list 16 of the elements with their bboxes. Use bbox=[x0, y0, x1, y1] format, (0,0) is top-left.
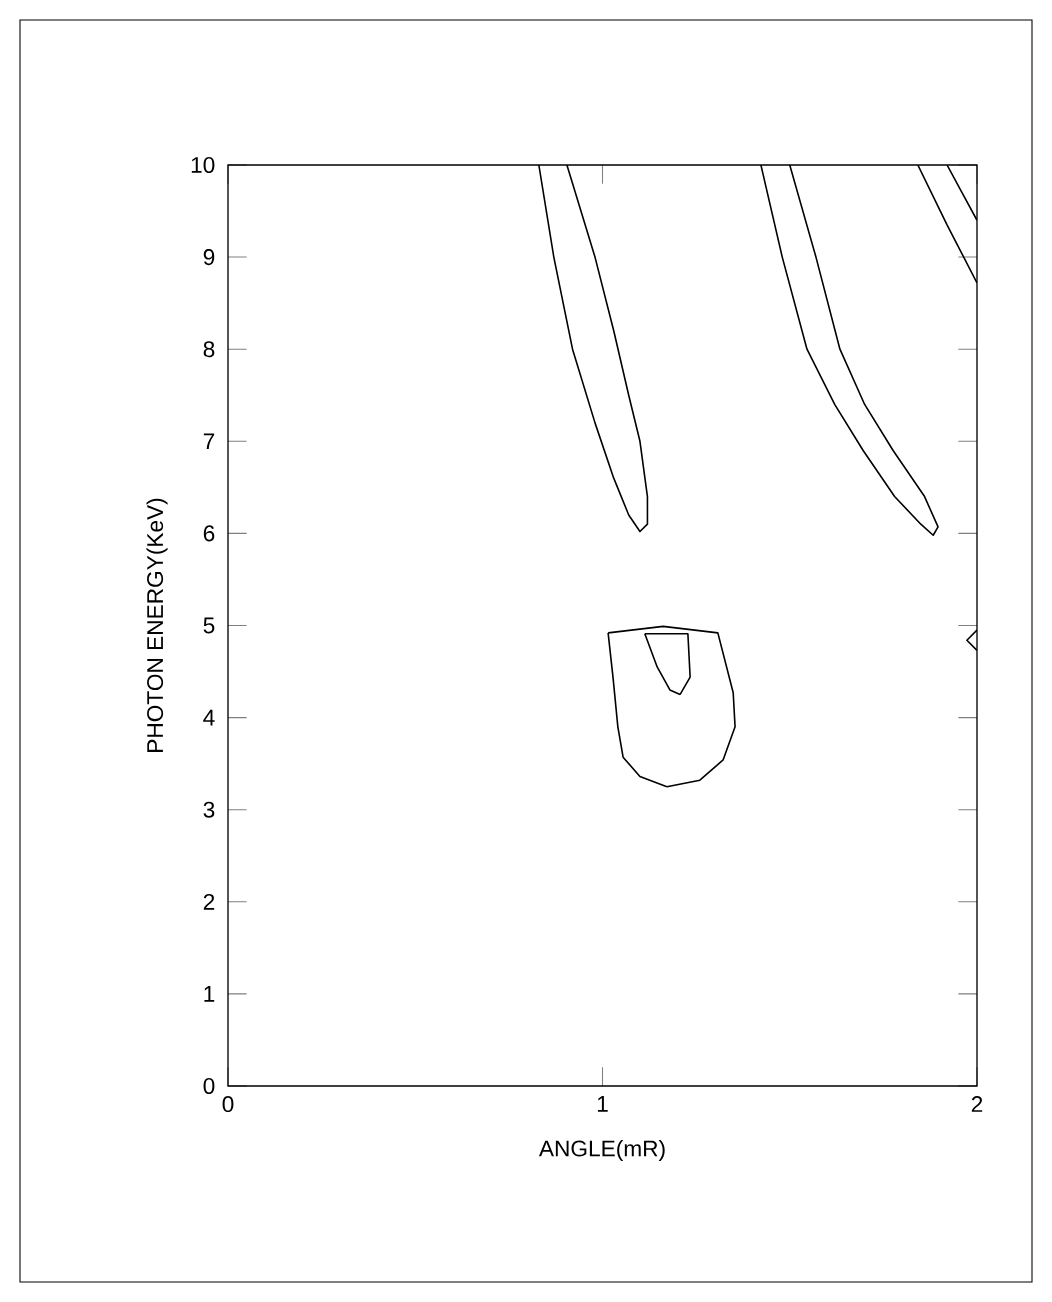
y-tick-label: 0 bbox=[203, 1077, 215, 1095]
x-tick-label: 0 bbox=[222, 1096, 234, 1113]
y-tick-label: 2 bbox=[203, 893, 215, 910]
y-axis-title: PHOTON ENERGY(KeV) bbox=[146, 498, 168, 752]
y-tick-label: 5 bbox=[203, 617, 215, 634]
y-tick-label: 7 bbox=[203, 433, 215, 450]
y-tick-label: 1 bbox=[204, 986, 215, 1002]
y-tick-label: 4 bbox=[203, 709, 215, 726]
x-tick-label: 1 bbox=[597, 1096, 608, 1112]
y-tick-label: 6 bbox=[203, 525, 215, 542]
y-tick-label: 9 bbox=[203, 249, 215, 266]
y-tick-label: 10 bbox=[191, 156, 215, 174]
x-axis-title: ANGLE(mR) bbox=[538, 1139, 665, 1162]
y-tick-label: 8 bbox=[203, 341, 215, 358]
x-tick-label: 2 bbox=[971, 1096, 983, 1112]
y-tick-label: 3 bbox=[203, 801, 215, 818]
